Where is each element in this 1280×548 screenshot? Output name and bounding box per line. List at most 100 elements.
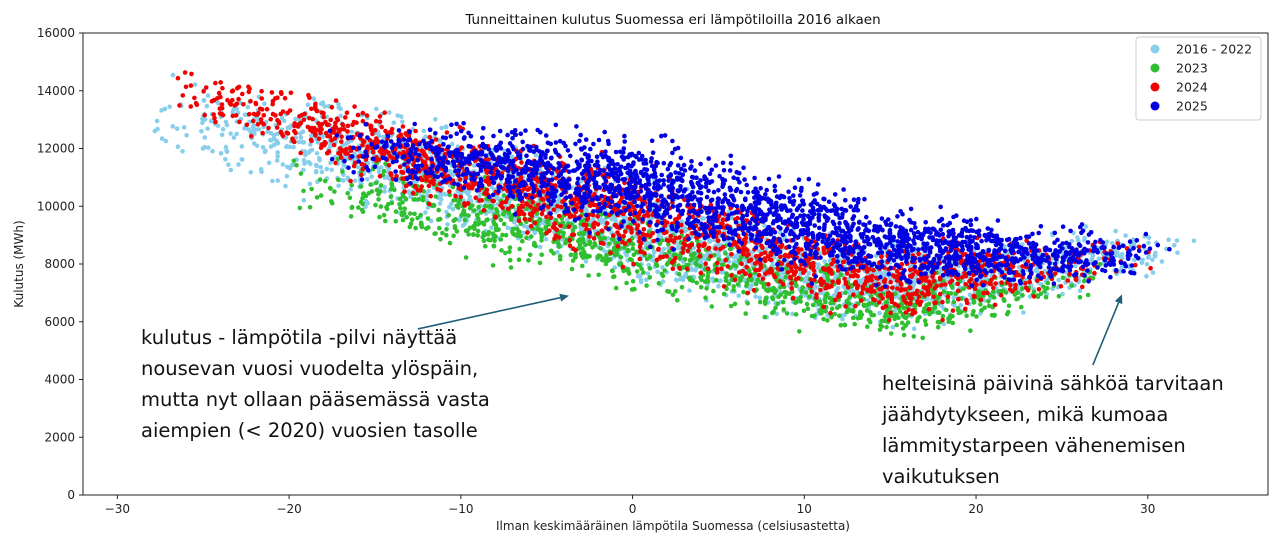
- data-point: [510, 226, 516, 232]
- data-point: [205, 93, 211, 98]
- data-point: [376, 197, 381, 202]
- data-point: [807, 294, 812, 299]
- data-point: [328, 160, 333, 165]
- data-point: [797, 329, 802, 334]
- data-point: [818, 287, 823, 293]
- data-point: [268, 130, 274, 136]
- data-point: [293, 116, 298, 122]
- data-point: [903, 287, 908, 292]
- data-point: [763, 271, 768, 277]
- data-point: [162, 106, 168, 112]
- data-point: [220, 85, 225, 91]
- data-point: [604, 253, 609, 258]
- data-point: [358, 184, 364, 189]
- data-point: [683, 272, 689, 277]
- data-point: [923, 322, 929, 327]
- data-point: [251, 141, 257, 146]
- data-point: [1115, 250, 1120, 255]
- data-point: [423, 210, 428, 215]
- data-point: [705, 266, 711, 272]
- data-point: [528, 224, 534, 229]
- data-point: [1146, 240, 1151, 246]
- data-point: [421, 128, 427, 134]
- data-point: [673, 235, 678, 241]
- data-point: [551, 251, 556, 256]
- data-point: [291, 158, 297, 164]
- data-point: [600, 236, 605, 241]
- data-point: [363, 198, 369, 204]
- data-point: [729, 215, 734, 221]
- data-point: [263, 148, 268, 154]
- data-point: [541, 197, 546, 202]
- data-point: [933, 300, 938, 305]
- data-point: [845, 285, 851, 290]
- data-point: [336, 101, 341, 107]
- data-point: [789, 268, 795, 274]
- data-point: [792, 272, 797, 277]
- data-point: [483, 244, 488, 249]
- data-point: [707, 239, 712, 244]
- data-point: [1041, 284, 1046, 290]
- data-point: [393, 209, 399, 214]
- data-point: [993, 281, 998, 286]
- data-point: [510, 154, 515, 160]
- data-point: [213, 80, 218, 86]
- data-point: [780, 299, 786, 305]
- data-point: [345, 191, 351, 196]
- data-point: [842, 322, 848, 328]
- data-point: [473, 220, 478, 226]
- data-point: [816, 301, 822, 306]
- data-point: [1036, 287, 1042, 292]
- data-point: [369, 174, 375, 179]
- data-point: [998, 293, 1004, 298]
- data-point: [1045, 280, 1051, 286]
- data-point: [642, 250, 647, 256]
- data-point: [167, 104, 172, 110]
- data-point: [1113, 228, 1118, 234]
- data-point: [682, 257, 688, 262]
- data-point: [823, 293, 829, 299]
- data-point: [318, 145, 324, 151]
- data-point: [382, 189, 387, 194]
- data-point: [184, 133, 189, 138]
- data-point: [850, 315, 856, 321]
- data-point: [318, 164, 324, 170]
- data-point: [341, 178, 346, 183]
- data-point: [331, 142, 337, 148]
- data-point: [202, 112, 207, 118]
- data-point: [612, 265, 618, 270]
- data-point: [634, 261, 640, 267]
- data-point: [338, 155, 344, 160]
- data-point: [344, 141, 350, 146]
- data-point: [270, 178, 275, 184]
- data-point: [402, 210, 407, 216]
- data-point: [447, 204, 452, 210]
- data-point: [901, 332, 907, 338]
- data-point: [387, 110, 392, 115]
- data-point: [745, 301, 750, 306]
- data-point: [313, 101, 318, 107]
- data-point: [1148, 265, 1153, 271]
- data-point: [450, 206, 456, 212]
- data-point: [1002, 298, 1007, 304]
- data-point: [989, 312, 995, 318]
- data-point: [486, 229, 492, 235]
- data-point: [734, 264, 739, 269]
- data-point: [840, 316, 845, 322]
- data-point: [569, 266, 575, 272]
- data-point: [650, 230, 655, 236]
- data-point: [391, 120, 397, 126]
- data-point: [613, 285, 619, 291]
- data-point: [721, 291, 727, 297]
- data-point: [373, 180, 379, 186]
- data-point: [659, 238, 665, 243]
- data-point: [344, 110, 350, 116]
- data-point: [216, 90, 222, 96]
- data-point: [433, 117, 438, 122]
- data-point: [301, 140, 307, 145]
- data-point: [557, 257, 563, 262]
- data-point: [956, 296, 961, 302]
- data-point: [690, 278, 695, 284]
- data-point: [378, 183, 384, 188]
- data-point: [790, 289, 795, 295]
